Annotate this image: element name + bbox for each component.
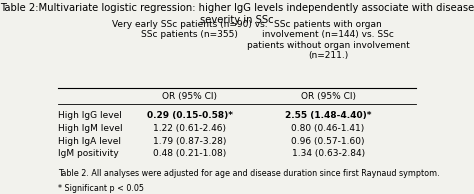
Text: High IgG level: High IgG level (58, 111, 122, 120)
Text: 1.79 (0.87-3.28): 1.79 (0.87-3.28) (153, 137, 226, 146)
Text: IgM positivity: IgM positivity (58, 149, 119, 158)
Text: Very early SSc patients (n=90) vs.
SSc patients (n=355): Very early SSc patients (n=90) vs. SSc p… (112, 20, 267, 39)
Text: * Significant p < 0.05: * Significant p < 0.05 (58, 184, 145, 193)
Text: Table 2. All analyses were adjusted for age and disease duration since first Ray: Table 2. All analyses were adjusted for … (58, 169, 440, 178)
Text: 0.96 (0.57-1.60): 0.96 (0.57-1.60) (292, 137, 365, 146)
Text: 0.48 (0.21-1.08): 0.48 (0.21-1.08) (153, 149, 226, 158)
Text: 1.34 (0.63-2.84): 1.34 (0.63-2.84) (292, 149, 365, 158)
Text: OR (95% CI): OR (95% CI) (301, 92, 356, 101)
Text: 0.29 (0.15-0.58)*: 0.29 (0.15-0.58)* (146, 111, 233, 120)
Text: 0.80 (0.46-1.41): 0.80 (0.46-1.41) (292, 125, 365, 133)
Text: 2.55 (1.48-4.40)*: 2.55 (1.48-4.40)* (285, 111, 371, 120)
Text: 1.22 (0.61-2.46): 1.22 (0.61-2.46) (153, 125, 226, 133)
Text: Table 2:Multivariate logistic regression: higher IgG levels independently associ: Table 2:Multivariate logistic regression… (0, 3, 474, 24)
Text: SSc patients with organ
involvement (n=144) vs. SSc
patients without organ invol: SSc patients with organ involvement (n=1… (246, 20, 410, 60)
Text: High IgA level: High IgA level (58, 137, 121, 146)
Text: OR (95% CI): OR (95% CI) (162, 92, 217, 101)
Text: High IgM level: High IgM level (58, 125, 123, 133)
